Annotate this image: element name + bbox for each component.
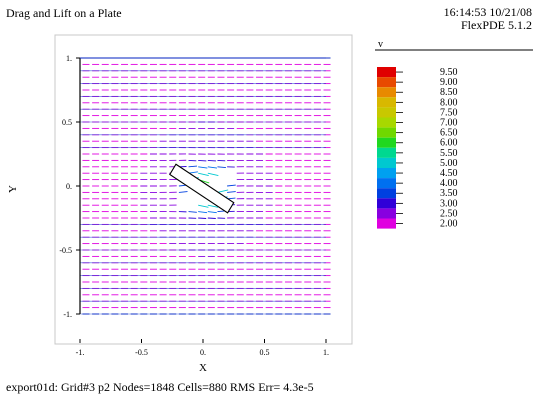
vector-row [82,171,331,176]
legend-label: 5.50 [440,148,458,159]
legend-label: 9.00 [440,77,458,88]
legend-swatch [377,188,396,199]
legend-label: 6.50 [440,128,458,139]
vector-arrow [188,171,198,174]
legend-label: 2.00 [440,219,458,230]
vector-arrow [227,184,236,187]
legend-label: 3.50 [440,188,458,199]
vector-arrow [207,159,216,162]
vector-arrow [198,166,208,169]
vector-row [82,210,331,214]
legend-title: v [378,39,383,50]
x-axis-label: X [199,362,207,374]
vector-row [82,183,331,187]
legend-label: 8.00 [440,97,458,108]
legend-label: 4.50 [440,168,458,179]
x-tick-label: 0.5 [260,348,270,357]
legend-swatch [377,67,396,78]
legend-label: 8.50 [440,87,458,98]
timestamp: 16:14:53 10/21/08 [443,5,532,19]
legend-swatch [377,117,396,128]
vector-arrow [198,172,209,176]
legend: v 9.509.008.508.007.507.006.506.005.505.… [375,39,533,230]
run-stamp: 16:14:53 10/21/08 FlexPDE 5.1.2 [444,6,532,32]
y-tick-label: 1. [66,54,72,63]
vector-row [82,159,331,162]
x-tick-label: 1. [323,348,329,357]
vector-field [80,57,331,315]
vector-row [82,189,331,193]
y-tick-label: 0.5 [62,118,72,127]
vector-arrow [198,204,209,208]
plot-title: Drag and Lift on a Plate [6,6,122,20]
legend-label: 7.00 [440,118,458,129]
legend-swatch [377,208,396,219]
y-tick-label: -0.5 [59,246,72,255]
y-axis-label: Y [7,185,19,193]
y-tick-label: -1. [63,310,72,319]
legend-label: 3.00 [440,198,458,209]
legend-swatch [377,127,396,138]
legend-swatch [377,77,396,88]
y-tick-label: 0. [66,182,72,191]
vector-arrow [188,211,197,213]
x-tick-label: -1. [76,348,85,357]
legend-label: 2.50 [440,208,458,219]
status-line: export01d: Grid#3 p2 Nodes=1848 Cells=88… [6,380,314,394]
legend-label: 9.50 [440,67,458,78]
legend-label: 5.00 [440,158,458,169]
vector-arrow [207,211,217,214]
vector-arrow [188,165,198,168]
legend-swatch [377,198,396,209]
legend-swatch [377,97,396,108]
vector-arrow [207,172,219,176]
vector-arrow [198,211,208,214]
legend-swatch [377,157,396,168]
plate-obstacle [169,163,235,214]
legend-swatch [377,178,396,189]
vector-row [82,165,331,169]
legend-swatch [377,147,396,158]
legend-swatch [377,137,396,148]
vector-arrow [217,166,226,169]
vector-arrow [198,159,207,162]
version-label: FlexPDE 5.1.2 [460,18,532,32]
x-tick-label: 0. [200,348,206,357]
plot-frame [54,34,353,345]
vector-arrow [227,191,236,193]
legend-label: 4.00 [440,178,458,189]
legend-label: 7.50 [440,107,458,118]
vector-arrow [207,166,218,169]
legend-swatch [377,107,396,118]
legend-label: 6.00 [440,138,458,149]
legend-swatch [377,168,396,179]
vector-row [82,217,331,219]
vector-arrow [207,204,219,208]
axes: 1. 0.5 0. -0.5 -1. -1. -0.5 0. 0.5 1. [59,54,329,357]
x-tick-label: -0.5 [135,348,148,357]
legend-swatch [377,218,396,229]
vector-arrow [217,189,229,193]
vector-row [82,203,331,208]
legend-swatch [377,87,396,98]
vector-arrow [178,191,188,193]
vector-row [82,177,331,184]
